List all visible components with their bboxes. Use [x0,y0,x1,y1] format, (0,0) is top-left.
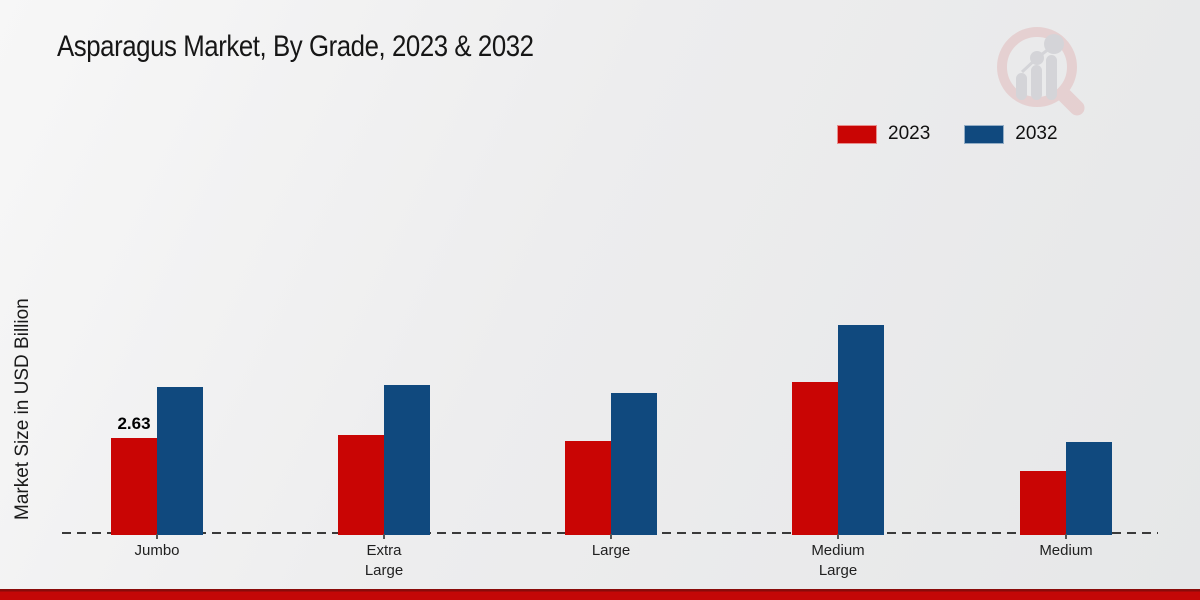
legend-item-2032[interactable]: 2032 [964,123,1058,145]
market-research-logo-watermark [997,27,1085,116]
bar-2032-extra-large [384,385,430,535]
legend-swatch-2032 [964,124,1005,144]
logo-bar-icon [1031,65,1042,100]
x-axis-category-label: Large [591,542,631,559]
bar-2032-jumbo [157,387,203,535]
bar-2023-medium-large [792,382,838,535]
bar-2032-medium [1066,442,1112,535]
bar-2023-medium [1020,471,1066,535]
x-axis-category-label: Medium Large [811,542,865,579]
bottom-red-strip [0,589,1200,600]
bar-value-label: 2.63 [117,414,151,433]
x-axis-tick [610,534,612,539]
legend-item-2023[interactable]: 2023 [837,123,930,145]
logo-dot-icon [1030,51,1044,65]
chart-title: Asparagus Market, By Grade, 2023 & 2032 [57,30,534,63]
x-axis-category-label: Medium [1039,542,1093,559]
legend-label-2023: 2023 [888,123,931,144]
magnifier-handle-icon [1057,88,1085,116]
legend: 2023 2032 [837,123,1058,145]
x-axis-tick [1065,534,1067,539]
bar-2023-extra-large [338,435,384,535]
bar-2023-large [565,441,611,535]
x-axis-category-label: Extra Large [364,542,404,579]
x-axis-tick [383,534,385,539]
legend-label-2032: 2032 [1015,123,1058,144]
logo-bar-icon [1016,73,1027,100]
x-axis-tick [156,534,158,539]
legend-swatch-2023 [837,124,877,144]
logo-bar-icon [1046,55,1057,100]
bar-2023-jumbo [111,438,157,535]
bar-2032-large [611,393,657,535]
bar-2032-medium-large [838,325,884,535]
x-axis-tick [837,534,839,539]
x-axis-category-label: Jumbo [134,542,180,559]
magnifier-ring-icon [997,27,1077,107]
logo-dot-icon [1044,34,1064,54]
